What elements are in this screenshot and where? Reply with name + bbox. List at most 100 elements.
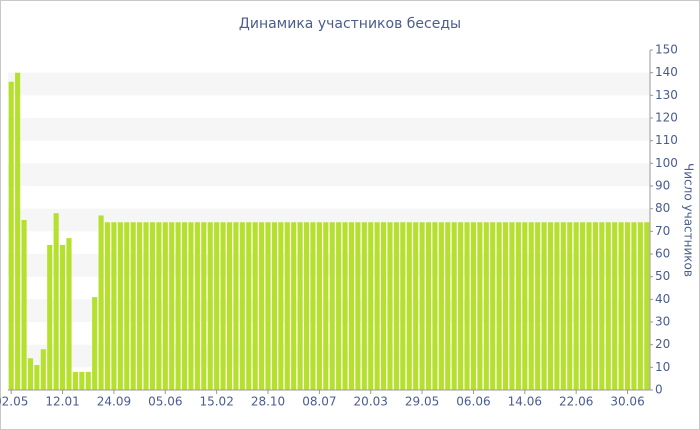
bar <box>15 72 21 391</box>
x-tick-label: 20.03 <box>354 395 388 409</box>
bar <box>233 222 239 390</box>
bar <box>554 222 560 390</box>
x-tick-label: 05.06 <box>148 395 182 409</box>
bar <box>432 222 438 390</box>
bar <box>451 222 457 390</box>
bar <box>111 222 117 390</box>
bar <box>207 222 213 390</box>
bar <box>644 222 650 390</box>
bar <box>72 371 78 390</box>
bar <box>252 222 258 390</box>
bar <box>535 222 541 390</box>
x-tick-label: 06.06 <box>456 395 490 409</box>
bar <box>8 81 14 390</box>
bar <box>502 222 509 390</box>
y-tick-label: 50 <box>655 269 670 283</box>
bar <box>592 222 598 390</box>
grid-band <box>8 118 650 141</box>
bar <box>323 222 329 390</box>
y-tick-label: 150 <box>655 43 678 57</box>
bar <box>400 222 406 390</box>
bar <box>612 222 618 390</box>
bar <box>137 222 143 390</box>
bar <box>156 222 162 390</box>
bar <box>470 222 477 390</box>
bar <box>194 222 200 390</box>
bar <box>124 222 130 390</box>
bar <box>239 222 245 390</box>
bar <box>271 222 277 390</box>
x-tick-label: 29.05 <box>405 395 439 409</box>
bar <box>220 222 226 390</box>
bar <box>336 222 342 390</box>
bar <box>406 222 412 390</box>
bar <box>259 222 265 390</box>
y-tick-label: 30 <box>655 315 670 329</box>
bar <box>60 244 66 390</box>
y-tick-label: 120 <box>655 111 678 125</box>
x-tick-label: 24.09 <box>97 395 131 409</box>
bar <box>490 222 496 390</box>
bar <box>599 222 605 390</box>
y-tick-label: 90 <box>655 179 670 193</box>
x-tick-label: 22.06 <box>559 395 593 409</box>
bar <box>425 222 432 390</box>
bar <box>374 222 380 390</box>
bar <box>637 222 643 390</box>
x-tick-label: 28.10 <box>251 395 285 409</box>
bar <box>162 222 168 390</box>
bar <box>438 222 444 390</box>
bar <box>464 222 470 390</box>
bar <box>291 222 297 390</box>
y-tick-label: 80 <box>655 201 670 215</box>
bar <box>624 222 631 390</box>
bar <box>226 222 233 390</box>
y-axis-label: Число участников <box>682 163 696 277</box>
bar <box>496 222 502 390</box>
bar <box>34 365 40 390</box>
bar <box>310 222 316 390</box>
bar <box>567 222 573 390</box>
bar <box>361 222 367 390</box>
bar <box>104 222 111 390</box>
bar <box>393 222 399 390</box>
bar <box>98 215 104 390</box>
bar <box>541 222 547 390</box>
bar <box>66 238 72 390</box>
bar <box>618 222 624 390</box>
grid-band <box>8 254 650 277</box>
bar <box>303 222 310 390</box>
bar <box>348 222 355 390</box>
bar <box>53 213 59 390</box>
bar <box>483 222 489 390</box>
bar <box>47 244 53 390</box>
bar <box>40 349 46 390</box>
bar <box>188 222 194 390</box>
bar <box>605 222 611 390</box>
bar <box>130 222 136 390</box>
bar <box>265 222 271 390</box>
grid-band <box>8 163 650 186</box>
x-tick-label: 30.06 <box>610 395 644 409</box>
bar <box>85 371 91 390</box>
bar <box>586 222 592 390</box>
grid-band <box>8 208 650 232</box>
bar <box>27 358 34 390</box>
x-tick-label: 14.06 <box>508 395 542 409</box>
bar <box>329 222 335 390</box>
x-tick-label: 15.02 <box>199 395 233 409</box>
grid-band <box>8 72 650 96</box>
x-tick-label: 08.07 <box>302 395 336 409</box>
y-tick-label: 100 <box>655 156 678 170</box>
bar <box>214 222 220 390</box>
bar <box>117 222 123 390</box>
bar <box>573 222 579 390</box>
bar <box>445 222 451 390</box>
bar <box>580 222 586 390</box>
bar <box>355 222 361 390</box>
bar <box>201 222 207 390</box>
y-tick-label: 0 <box>655 383 663 397</box>
bar <box>169 222 175 390</box>
grid-band <box>8 299 650 322</box>
bar <box>387 222 393 390</box>
